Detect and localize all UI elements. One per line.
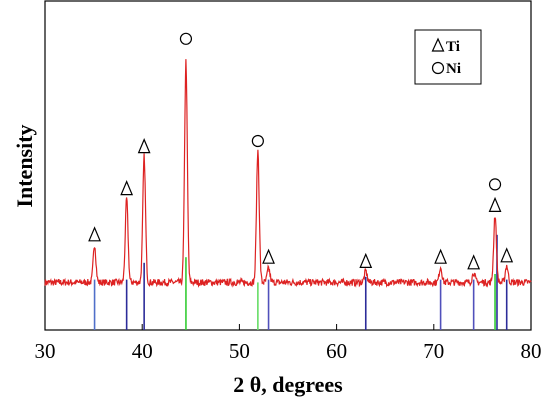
- x-tick-label-80: 80: [521, 339, 542, 363]
- ni-peak-marker-4: [251, 134, 264, 148]
- legend-box: [414, 29, 482, 85]
- y-axis-title: Intensity: [12, 124, 37, 207]
- ti-peak-marker-8: [467, 254, 481, 270]
- legend: Ti Ni: [414, 29, 482, 85]
- ti-peak-marker-7: [434, 248, 448, 264]
- ti-peak-marker-2: [137, 138, 151, 154]
- ti-peak-marker-1: [120, 180, 134, 196]
- x-axis-title: 2 θ, degrees: [233, 372, 343, 397]
- x-axis-ticks: 30 40 50 60 70 80: [35, 324, 542, 363]
- ni-peak-marker-3: [179, 32, 193, 45]
- legend-label-ti: Ti: [446, 39, 460, 55]
- legend-circle-icon: [431, 61, 445, 75]
- x-tick-label-40: 40: [132, 339, 153, 363]
- ni-peak-marker-9: [488, 178, 502, 191]
- plot-frame: [44, 0, 532, 331]
- ti-peak-marker-6: [359, 252, 373, 268]
- ti-peak-marker-10: [488, 196, 502, 212]
- series-line-xrd-pattern: [44, 59, 532, 288]
- ti-peak-marker-11: [500, 247, 514, 263]
- peak-annotations: [88, 32, 514, 270]
- x-tick-label-50: 50: [229, 339, 250, 363]
- x-tick-label-30: 30: [35, 339, 56, 363]
- ti-peak-marker-5: [262, 248, 275, 264]
- x-tick-label-70: 70: [423, 339, 444, 363]
- legend-label-ni: Ni: [446, 61, 461, 77]
- legend-triangle-icon: [431, 37, 445, 52]
- reference-lines: [93, 234, 508, 330]
- x-tick-label-60: 60: [326, 339, 347, 363]
- ti-peak-marker-0: [88, 226, 101, 242]
